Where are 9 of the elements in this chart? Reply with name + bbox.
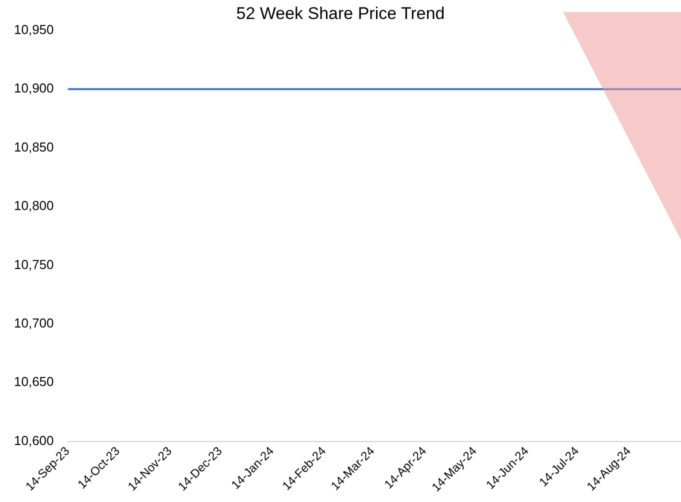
y-tick-label: 10,800 xyxy=(14,198,54,214)
chart-title: 52 Week Share Price Trend xyxy=(236,4,445,23)
y-tick-label: 10,750 xyxy=(14,256,54,272)
y-tick-label: 10,900 xyxy=(14,80,54,96)
y-tick-label: 10,950 xyxy=(14,22,54,37)
y-tick-label: 10,650 xyxy=(14,374,54,390)
y-tick-label: 10,850 xyxy=(14,139,54,154)
y-tick-label: 10,600 xyxy=(14,432,54,448)
y-tick-label: 10,700 xyxy=(14,315,54,330)
